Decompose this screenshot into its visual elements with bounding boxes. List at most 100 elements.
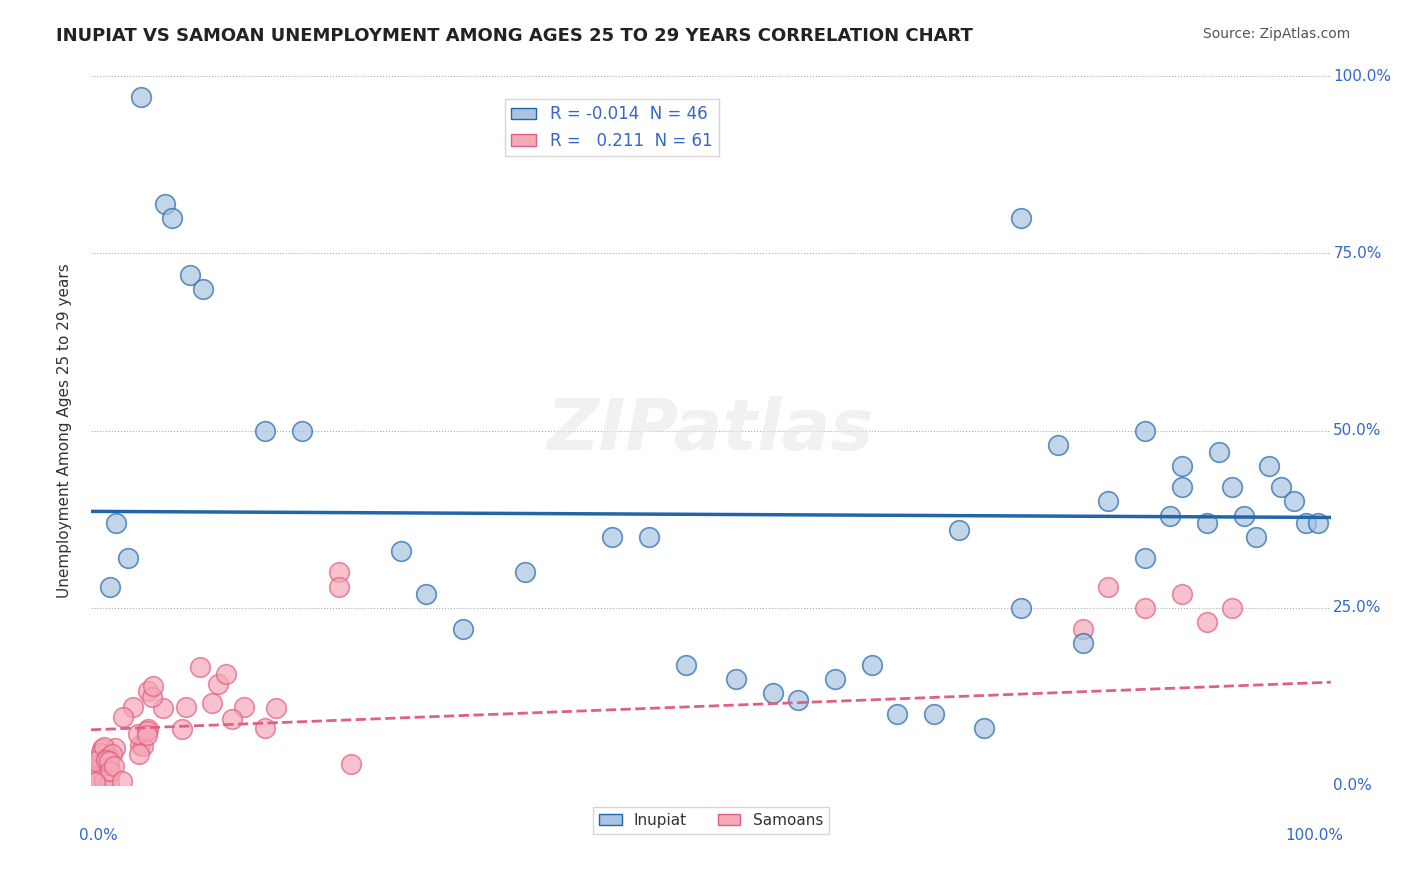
Point [675,657,697,672]
Point [1257,458,1279,473]
Point [1220,480,1243,494]
Point [84,754,107,768]
Point [1071,622,1094,636]
Point [1159,508,1181,523]
Point [111,710,134,724]
Point [117,551,139,566]
Point [389,544,412,558]
Point [179,268,201,282]
Point [1097,494,1119,508]
Text: 75.0%: 75.0% [1333,246,1382,260]
Point [97,777,120,791]
Point [98,768,121,782]
Point [131,739,153,753]
Text: INUPIAT VS SAMOAN UNEMPLOYMENT AMONG AGES 25 TO 29 YEARS CORRELATION CHART: INUPIAT VS SAMOAN UNEMPLOYMENT AMONG AGE… [56,27,973,45]
Point [136,728,159,742]
Point [724,672,747,686]
Point [291,424,314,438]
Point [191,282,214,296]
Point [415,587,437,601]
Point [1208,445,1230,459]
Point [948,523,970,537]
Point [1097,580,1119,594]
Point [922,707,945,722]
Point [94,753,117,767]
Point [90,742,112,756]
Point [155,196,177,211]
Point [84,770,107,784]
Point [84,775,107,789]
Point [136,722,159,736]
Point [103,759,125,773]
Point [101,747,124,762]
Point [90,746,112,760]
Point [201,696,224,710]
Point [1010,600,1032,615]
Point [451,622,474,636]
Point [136,684,159,698]
Point [82,774,104,789]
Point [129,90,152,104]
Point [1071,636,1094,650]
Point [328,580,350,594]
Point [762,686,785,700]
Point [127,727,149,741]
Point [638,530,661,544]
Point [1220,600,1243,615]
Point [172,722,194,736]
Point [97,752,120,766]
Point [1171,458,1194,473]
Point [215,666,238,681]
Point [1010,211,1032,225]
Point [1195,615,1218,629]
Point [1308,516,1330,530]
Point [1282,494,1305,508]
Point [89,751,111,765]
Point [98,764,121,778]
Point [264,701,287,715]
Point [1133,551,1156,566]
Point [513,566,536,580]
Point [128,747,150,761]
Point [97,760,120,774]
Point [973,722,995,736]
Point [142,679,165,693]
Point [254,721,277,735]
Point [128,739,150,753]
Text: 50.0%: 50.0% [1333,423,1382,438]
Text: Source: ZipAtlas.com: Source: ZipAtlas.com [1202,27,1350,41]
Point [93,765,115,780]
Legend: Inupiat, Samoans: Inupiat, Samoans [592,807,830,834]
Point [90,749,112,764]
Point [96,751,118,765]
Point [87,755,110,769]
Point [1133,424,1156,438]
Point [860,657,883,672]
Text: ZIPatlas: ZIPatlas [547,396,875,465]
Point [1270,480,1292,494]
Point [160,211,183,225]
Point [1171,480,1194,494]
Point [1171,587,1194,601]
Point [111,774,134,789]
Point [233,700,256,714]
Point [824,672,846,686]
Point [98,749,121,764]
Point [152,700,174,714]
Point [104,516,127,530]
Point [121,700,143,714]
Text: 25.0%: 25.0% [1333,600,1382,615]
Point [328,566,350,580]
Point [97,756,120,771]
Point [188,660,211,674]
Point [90,753,112,767]
Text: 100.0%: 100.0% [1333,69,1392,84]
Text: 0.0%: 0.0% [1333,778,1372,793]
Point [174,699,197,714]
Point [340,756,363,771]
Point [1233,508,1256,523]
Point [886,707,908,722]
Point [221,712,243,726]
Point [1047,438,1070,452]
Point [1133,600,1156,615]
